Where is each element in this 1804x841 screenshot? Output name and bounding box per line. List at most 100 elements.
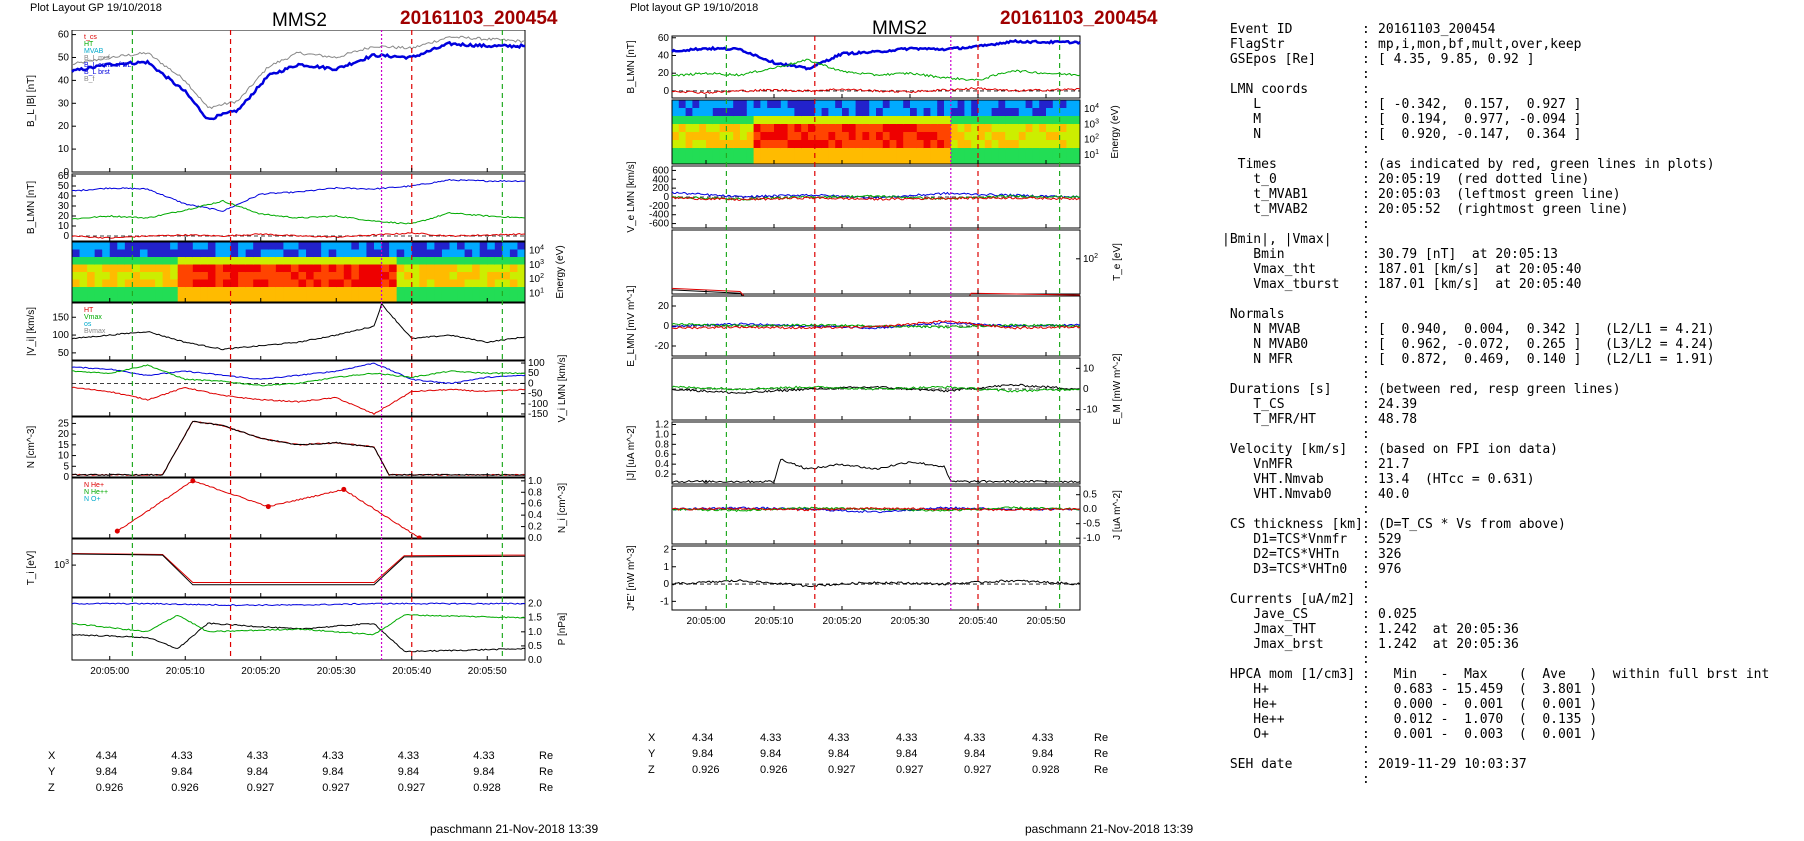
info-colon: : — [1362, 247, 1370, 262]
series-line — [671, 579, 1081, 588]
spectrogram-cell — [726, 108, 734, 117]
y-axis-label: Energy (eV) — [1110, 105, 1121, 158]
right-footer: paschmann 21-Nov-2018 13:39 — [1025, 822, 1194, 836]
spectrogram-cell — [814, 132, 823, 141]
spectrogram-cell — [801, 108, 809, 117]
spectrogram-cell — [139, 249, 148, 258]
spectrogram-cell — [1018, 132, 1027, 141]
spectrogram-cell — [306, 272, 315, 280]
spectrogram-cell — [253, 272, 262, 280]
spectrogram-cell — [389, 257, 398, 265]
spectrogram-cell — [139, 279, 148, 288]
info-colon: : — [1362, 727, 1370, 742]
spectrogram-cell — [1046, 140, 1054, 149]
spectrogram-cell — [87, 279, 96, 288]
spectrogram-cell — [426, 279, 435, 288]
spectrogram-cell — [835, 124, 843, 133]
info-key: T_MFR/HT — [1222, 412, 1316, 427]
spectrogram-cell — [1005, 140, 1013, 149]
spectrogram-cell — [306, 287, 315, 295]
spectrogram-cell — [957, 156, 965, 165]
spectrogram-cell — [313, 264, 322, 273]
spectrogram-cell — [937, 140, 945, 149]
spectrogram-cell — [733, 148, 741, 157]
spectrogram-cell — [1066, 156, 1074, 165]
spectrogram-cell — [336, 264, 345, 273]
spectrogram-cell — [923, 132, 931, 141]
spectrogram-cell — [396, 287, 405, 295]
spectrogram-cell — [155, 287, 164, 295]
spectrogram-cell — [434, 294, 443, 303]
spectrogram-cell — [1039, 124, 1047, 133]
spectrogram-cell — [200, 272, 209, 280]
spectrogram-cell — [699, 108, 707, 117]
subplot-7: 0.00.20.40.60.81.0 N_i [cm^-3] N He+N He++… — [71, 476, 568, 544]
spectrogram-cell — [780, 156, 789, 165]
series-line — [71, 302, 526, 351]
spectrogram-cell — [835, 140, 843, 149]
y-tick-label: -400 — [649, 210, 669, 221]
spectrogram-cell — [712, 140, 721, 149]
y-tick-label: -50 — [528, 389, 543, 400]
spectrogram-cell — [162, 264, 171, 273]
spectrogram-cell — [464, 257, 473, 265]
series-line — [671, 58, 1081, 81]
spectrogram-cell — [177, 272, 186, 280]
spectrogram-cell — [726, 132, 734, 141]
spectrogram-cell — [336, 294, 345, 303]
spectrogram-cell — [102, 242, 111, 250]
spectrogram-cell — [978, 156, 986, 165]
y-tick-label: 0.6 — [655, 449, 669, 460]
y-axis-label: B_LMN [nT] — [626, 40, 637, 94]
spectrogram-cell — [726, 148, 734, 157]
spectrogram-cell — [889, 100, 897, 109]
info-key: L — [1222, 97, 1262, 112]
spectrogram-cell — [381, 279, 390, 288]
spectrogram-cell — [1059, 108, 1067, 117]
y-tick-label: 50 — [58, 52, 70, 63]
x-tick-label: 20:05:30 — [317, 666, 356, 677]
subplot-2: 101 102 103 104 Energy (eV) — [671, 99, 1121, 165]
spectrogram-cell — [1073, 100, 1081, 109]
y-tick-label: 103 — [54, 559, 69, 571]
spectrogram-cell — [808, 140, 816, 149]
spectrogram-cell — [502, 257, 511, 265]
spectrogram-cell — [1005, 156, 1013, 165]
position-unit: Re — [1094, 748, 1109, 760]
y-tick-label: 0 — [63, 472, 69, 483]
spectrogram-cell — [753, 116, 761, 125]
subplot-frame — [71, 30, 526, 173]
series-line — [71, 613, 526, 636]
spectrogram-cell — [306, 242, 315, 250]
position-value: 0.926 — [760, 764, 788, 776]
spectrogram-cell — [740, 132, 748, 141]
series-line — [71, 553, 526, 586]
spectrogram-cell — [79, 264, 88, 273]
spectrogram-cell — [366, 287, 375, 295]
spectrogram-cell — [821, 156, 829, 165]
spectrogram-cell — [828, 116, 836, 125]
subplot-frame — [671, 421, 1081, 485]
spectrogram-cell — [1005, 100, 1013, 109]
spectrogram-cell — [780, 116, 789, 125]
spectrogram-cell — [238, 294, 247, 303]
spectrogram-cell — [207, 249, 216, 258]
spectrogram-cell — [358, 279, 367, 288]
spectrogram-cell — [419, 249, 428, 258]
info-value: 2019-11-29 10:03:37 — [1378, 757, 1527, 772]
position-value: 0.927 — [397, 782, 426, 794]
info-value: 1.242 at 20:05:36 — [1378, 637, 1519, 652]
spectrogram-cell — [964, 124, 972, 133]
spectrogram-cell — [298, 294, 307, 303]
info-value: (between red, resp green lines) — [1378, 382, 1621, 397]
spectrogram-cell — [678, 108, 687, 117]
spectrogram-cell — [998, 124, 1006, 133]
spectrogram-cell — [760, 116, 768, 125]
spectrogram-cell — [253, 257, 262, 265]
spectrogram-cell — [155, 264, 164, 273]
spectrogram-cell — [808, 100, 816, 109]
info-key: Velocity [km/s] — [1222, 442, 1348, 457]
spectrogram-cell — [192, 279, 201, 288]
spectrogram-cell — [275, 264, 284, 273]
